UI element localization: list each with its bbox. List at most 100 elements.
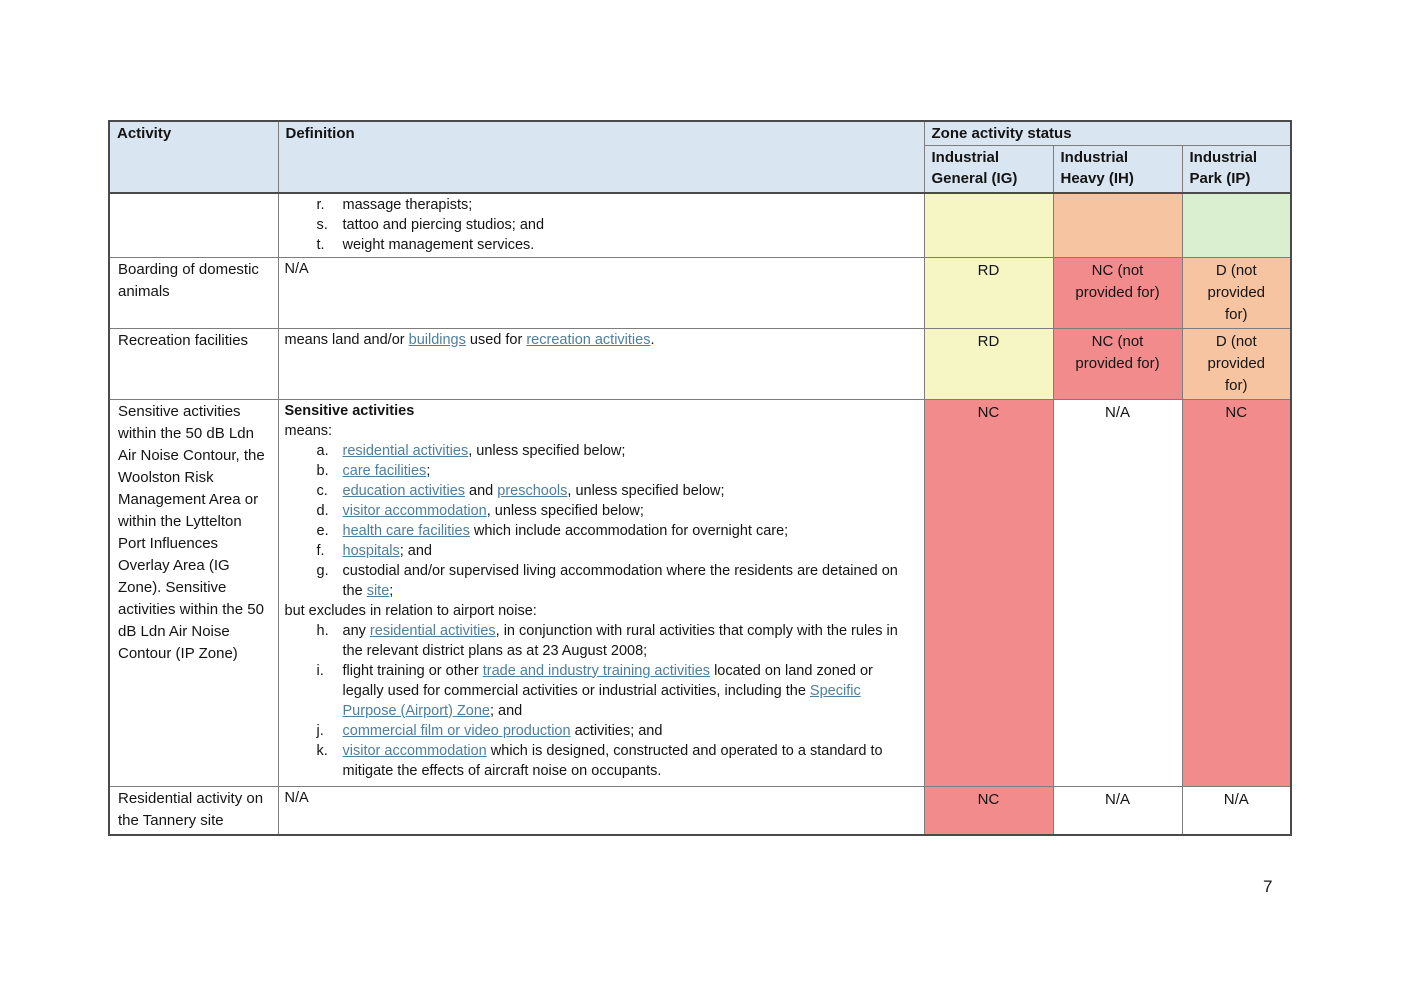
table-row: Residential activity on the Tannery site… xyxy=(108,785,1292,835)
col-header-industrial-ip: Industrial Park (IP) xyxy=(1181,145,1292,194)
definition-list-item: k. visitor accommodation which is designe… xyxy=(285,741,918,781)
definition-text: . xyxy=(650,331,655,348)
header-row-1: Activity Definition Zone activity status xyxy=(108,120,1292,194)
definition-list-item: b. care facilities; xyxy=(285,461,918,481)
definition-link[interactable]: buildings xyxy=(408,331,466,348)
definition-link[interactable]: hospitals xyxy=(342,542,400,559)
list-marker: a. xyxy=(316,442,329,459)
definition-text: used for xyxy=(465,331,527,348)
definition-list-item: s. tattoo and piercing studios; and xyxy=(285,215,918,235)
definition-text: which include accommodation for overnigh… xyxy=(469,522,789,539)
list-marker: j. xyxy=(316,722,324,739)
status-cell-ip: NC xyxy=(1181,398,1292,787)
list-marker: e. xyxy=(316,522,329,539)
status-cell-ip xyxy=(1181,192,1292,258)
status-cell-ig: RD xyxy=(923,256,1054,329)
definition-text: weight management services. xyxy=(342,236,535,253)
list-item-text: commercial film or video production acti… xyxy=(343,721,918,741)
list-marker: t. xyxy=(316,236,325,253)
definition-text: flight training or other xyxy=(342,662,483,679)
definition-cell: Sensitive activities means: a. residential … xyxy=(277,398,925,787)
col-header-industrial-ih: Industrial Heavy (IH) xyxy=(1052,145,1183,194)
list-item-text: weight management services. xyxy=(343,235,918,255)
header-row-2: Industrial General (IG) Industrial Heavy … xyxy=(109,145,1292,194)
definition-text: activities; and xyxy=(570,722,663,739)
list-item-text: health care facilities which include acc… xyxy=(343,521,918,541)
list-item-text: education activities and preschools, unl… xyxy=(343,481,918,501)
definition-paragraph: means: xyxy=(285,421,918,441)
definition-list-item: d. visitor accommodation, unless specifie… xyxy=(285,501,918,521)
definition-content: N/A xyxy=(285,788,918,808)
col-header-zone-activity-status: Zone activity status xyxy=(923,120,1292,146)
status-cell-ih: N/A xyxy=(1052,785,1183,835)
definition-text: ; and xyxy=(399,542,432,559)
definition-text: N/A xyxy=(284,260,309,277)
definition-text: Sensitive activities xyxy=(284,402,415,419)
definition-content: means land and/or buildings used for rec… xyxy=(285,330,918,350)
definition-link[interactable]: visitor accommodation xyxy=(342,742,487,759)
status-cell-ig xyxy=(923,192,1054,258)
definition-link[interactable]: residential activities xyxy=(342,442,469,459)
definition-link[interactable]: health care facilities xyxy=(342,522,470,539)
status-cell-ip: N/A xyxy=(1181,785,1292,835)
definition-text: ; xyxy=(426,462,431,479)
activity-cell: Sensitive activities within the 50 dB Ld… xyxy=(108,398,279,787)
definition-text: and xyxy=(465,482,498,499)
list-item-text: any residential activities, in conjuncti… xyxy=(343,621,918,661)
definition-text: , in conjunction with rural activities t… xyxy=(342,622,898,659)
definition-list-item: j. commercial film or video production ac… xyxy=(285,721,918,741)
page-number: 7 xyxy=(1263,877,1273,896)
list-marker: g. xyxy=(316,562,329,579)
definition-cell: r. massage therapists; s. tattoo and pierci… xyxy=(277,192,925,258)
table-row: Sensitive activities within the 50 dB Ld… xyxy=(108,398,1292,787)
list-marker: i. xyxy=(316,662,324,679)
list-marker: d. xyxy=(316,502,329,519)
status-cell-ig: RD xyxy=(923,327,1054,400)
definition-link[interactable]: residential activities xyxy=(369,622,496,639)
col-header-industrial-ig: Industrial General (IG) xyxy=(923,145,1054,194)
definition-link[interactable]: preschools xyxy=(497,482,568,499)
status-cell-ig: NC xyxy=(923,785,1054,835)
list-marker: f. xyxy=(316,542,325,559)
definition-link[interactable]: education activities xyxy=(342,482,466,499)
definition-text: , unless specified below; xyxy=(468,442,626,459)
status-cell-ip: D (not provided for) xyxy=(1181,327,1292,400)
definition-cell: N/A xyxy=(277,785,925,835)
list-marker: k. xyxy=(316,742,328,759)
definition-text: ; xyxy=(389,582,394,599)
definition-paragraph: means land and/or buildings used for rec… xyxy=(285,330,918,350)
status-cell-ih: NC (not provided for) xyxy=(1052,256,1183,329)
definition-text: means: xyxy=(284,422,333,439)
definition-link[interactable]: visitor accommodation xyxy=(342,502,487,519)
definition-link[interactable]: Specific Purpose (Airport) Zone xyxy=(342,682,861,719)
definition-text: , unless specified below; xyxy=(486,502,644,519)
definition-content: Sensitive activities means: a. residential … xyxy=(285,401,918,781)
activity-cell: Residential activity on the Tannery site xyxy=(108,785,279,835)
definition-link[interactable]: care facilities xyxy=(342,462,427,479)
definition-list-item: r. massage therapists; xyxy=(285,195,918,215)
definition-link[interactable]: recreation activities xyxy=(526,331,651,348)
status-cell-ih: N/A xyxy=(1052,398,1183,787)
definition-cell: means land and/or buildings used for rec… xyxy=(277,327,925,400)
list-item-text: massage therapists; xyxy=(343,195,918,215)
definition-text: but excludes in relation to airport nois… xyxy=(284,602,537,619)
definition-paragraph: N/A xyxy=(285,788,918,808)
table-row: Boarding of domestic animals N/A RD NC (not… xyxy=(108,256,1292,329)
definition-link[interactable]: site xyxy=(366,582,390,599)
definition-link[interactable]: trade and industry training activities xyxy=(482,662,711,679)
list-marker: r. xyxy=(316,196,325,213)
definition-text: massage therapists; xyxy=(342,196,473,213)
definition-text: ; and xyxy=(489,702,523,719)
list-marker: s. xyxy=(316,216,328,233)
definition-text: N/A xyxy=(284,789,309,806)
activity-cell xyxy=(108,192,279,258)
list-item-text: custodial and/or supervised living accom… xyxy=(343,561,918,601)
list-marker: c. xyxy=(316,482,328,499)
definition-link[interactable]: commercial film or video production xyxy=(342,722,571,739)
list-item-text: tattoo and piercing studios; and xyxy=(343,215,918,235)
status-cell-ip: D (not provided for) xyxy=(1181,256,1292,329)
definition-text: tattoo and piercing studios; and xyxy=(342,216,545,233)
definition-text: custodial and/or supervised living accom… xyxy=(342,562,898,599)
definition-text: any xyxy=(342,622,370,639)
